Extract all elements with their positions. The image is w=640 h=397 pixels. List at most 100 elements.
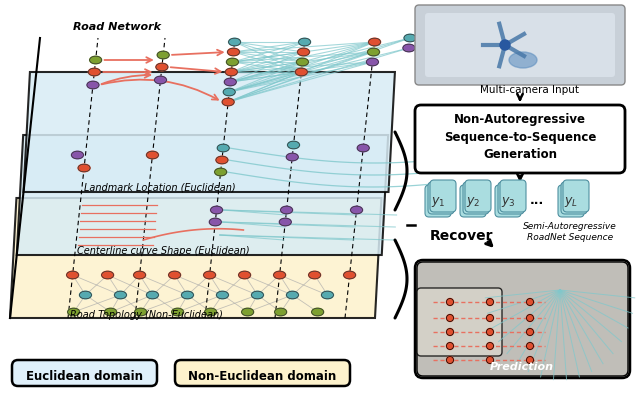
Text: Euclidean domain: Euclidean domain: [26, 370, 143, 382]
Ellipse shape: [321, 291, 333, 299]
FancyBboxPatch shape: [417, 288, 502, 356]
Text: Prediction: Prediction: [490, 362, 554, 372]
Text: $y_2$: $y_2$: [466, 195, 480, 209]
Text: ...: ...: [530, 195, 544, 208]
Ellipse shape: [242, 308, 253, 316]
FancyBboxPatch shape: [495, 185, 521, 217]
Ellipse shape: [87, 81, 99, 89]
Circle shape: [500, 40, 510, 50]
Circle shape: [527, 299, 534, 306]
Ellipse shape: [204, 271, 216, 279]
Ellipse shape: [78, 164, 90, 172]
Circle shape: [447, 343, 454, 349]
Circle shape: [486, 343, 493, 349]
Circle shape: [527, 314, 534, 322]
FancyBboxPatch shape: [498, 182, 524, 214]
Ellipse shape: [216, 291, 228, 299]
Ellipse shape: [369, 38, 381, 46]
Ellipse shape: [227, 58, 239, 66]
Ellipse shape: [147, 291, 159, 299]
Polygon shape: [10, 198, 381, 318]
Ellipse shape: [295, 68, 307, 76]
Ellipse shape: [298, 48, 310, 56]
Text: $y_3$: $y_3$: [500, 195, 515, 209]
Circle shape: [527, 343, 534, 349]
Text: Multi-camera Input: Multi-camera Input: [481, 85, 579, 95]
Ellipse shape: [274, 271, 285, 279]
Ellipse shape: [509, 52, 537, 68]
Ellipse shape: [79, 291, 92, 299]
Ellipse shape: [90, 56, 102, 64]
Ellipse shape: [344, 271, 356, 279]
Ellipse shape: [105, 308, 116, 316]
FancyBboxPatch shape: [463, 182, 489, 214]
FancyBboxPatch shape: [175, 360, 350, 386]
Ellipse shape: [172, 308, 184, 316]
Ellipse shape: [67, 271, 79, 279]
Circle shape: [527, 328, 534, 335]
FancyBboxPatch shape: [558, 185, 584, 217]
Ellipse shape: [88, 68, 100, 76]
Text: Road Topology (Non-Euclidean): Road Topology (Non-Euclidean): [70, 310, 223, 320]
Circle shape: [486, 328, 493, 335]
Ellipse shape: [296, 58, 308, 66]
Ellipse shape: [68, 308, 79, 316]
Text: $y_L$: $y_L$: [564, 195, 578, 209]
Ellipse shape: [72, 151, 83, 159]
Text: Non-Euclidean domain: Non-Euclidean domain: [188, 370, 336, 382]
FancyBboxPatch shape: [417, 262, 628, 376]
Ellipse shape: [222, 98, 234, 106]
Ellipse shape: [182, 291, 193, 299]
Ellipse shape: [252, 291, 264, 299]
Ellipse shape: [209, 218, 221, 226]
Ellipse shape: [239, 271, 251, 279]
Ellipse shape: [367, 58, 378, 66]
Ellipse shape: [312, 308, 324, 316]
Ellipse shape: [157, 51, 169, 59]
Text: Recover: Recover: [430, 229, 493, 243]
Ellipse shape: [115, 291, 127, 299]
FancyBboxPatch shape: [415, 105, 625, 173]
Ellipse shape: [299, 38, 310, 46]
Ellipse shape: [214, 168, 227, 176]
Ellipse shape: [227, 48, 239, 56]
Text: Road Network: Road Network: [73, 22, 161, 32]
Text: Centerline curve Shape (Euclidean): Centerline curve Shape (Euclidean): [77, 246, 250, 256]
FancyBboxPatch shape: [415, 5, 625, 85]
Ellipse shape: [102, 271, 114, 279]
Ellipse shape: [168, 271, 180, 279]
Ellipse shape: [224, 78, 236, 86]
FancyBboxPatch shape: [500, 180, 526, 212]
Ellipse shape: [308, 271, 321, 279]
FancyBboxPatch shape: [415, 260, 630, 378]
FancyBboxPatch shape: [425, 185, 451, 217]
Ellipse shape: [225, 68, 237, 76]
FancyBboxPatch shape: [425, 13, 615, 77]
FancyBboxPatch shape: [12, 360, 157, 386]
Polygon shape: [17, 135, 388, 255]
Circle shape: [527, 357, 534, 364]
Circle shape: [447, 328, 454, 335]
Ellipse shape: [279, 218, 291, 226]
Ellipse shape: [351, 206, 363, 214]
Text: Semi-Autoregressive
RoadNet Sequence: Semi-Autoregressive RoadNet Sequence: [523, 222, 617, 242]
FancyBboxPatch shape: [428, 182, 454, 214]
Circle shape: [486, 299, 493, 306]
FancyBboxPatch shape: [430, 180, 456, 212]
Ellipse shape: [156, 63, 168, 71]
Ellipse shape: [287, 141, 300, 149]
Circle shape: [486, 357, 493, 364]
Text: $y_1$: $y_1$: [431, 195, 445, 209]
Ellipse shape: [154, 76, 166, 84]
FancyBboxPatch shape: [561, 182, 587, 214]
Ellipse shape: [403, 44, 415, 52]
Circle shape: [447, 357, 454, 364]
Text: Non-Autoregressive
Sequence-to-Sequence
Generation: Non-Autoregressive Sequence-to-Sequence …: [444, 114, 596, 160]
Ellipse shape: [357, 144, 369, 152]
Ellipse shape: [275, 308, 287, 316]
Ellipse shape: [280, 206, 292, 214]
Text: Landmark Location (Euclidean): Landmark Location (Euclidean): [84, 182, 236, 192]
Ellipse shape: [404, 34, 416, 42]
Ellipse shape: [134, 308, 147, 316]
Ellipse shape: [134, 271, 146, 279]
